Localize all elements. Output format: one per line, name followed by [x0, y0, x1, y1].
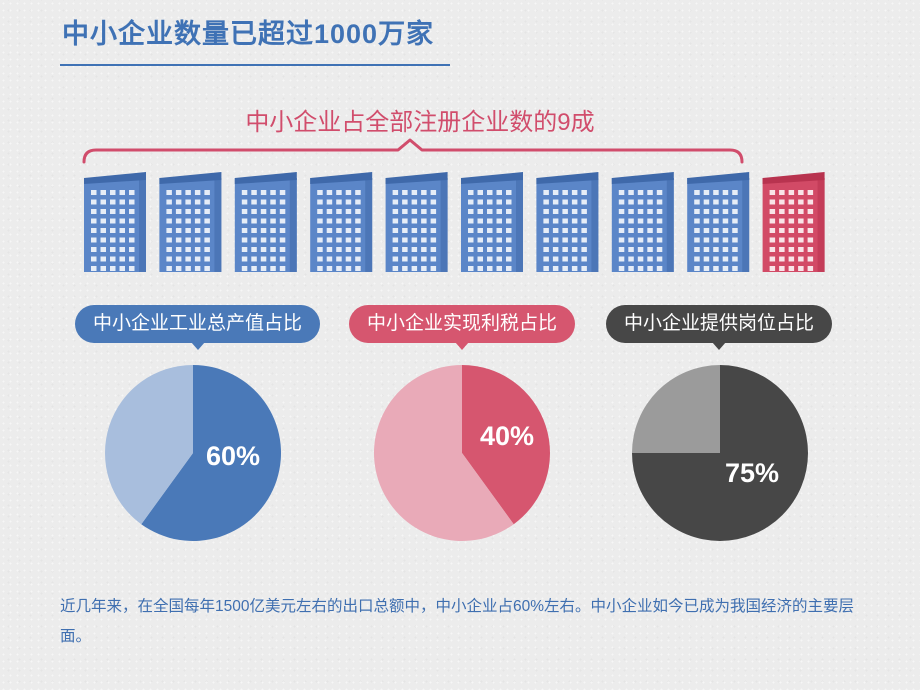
pill-tail [190, 342, 205, 350]
building [611, 172, 674, 272]
page-title: 中小企业数量已超过1000万家 [62, 19, 435, 49]
building-highlighted [762, 172, 825, 272]
pie-chart-3: 75% [632, 365, 808, 541]
pie-percent-label: 40% [480, 421, 534, 451]
pill-tail [712, 342, 726, 350]
pie-slice-main [462, 365, 550, 525]
pie-chart-1: 60% [105, 364, 281, 541]
building [234, 172, 297, 272]
pie-title-industrial-output: 中小企业工业总产值占比 [75, 305, 321, 350]
footer-note: 近几年来，在全国每年1500亿美元左右的出口总额中，中小企业占60%左右。中小企… [60, 598, 855, 645]
pie-title-profit-tax: 中小企业实现利税占比 [349, 305, 576, 350]
pill-tail [455, 342, 469, 350]
pie-slice-rest [632, 365, 720, 453]
bracket-label: 中小企业占全部注册企业数的9成 [245, 109, 595, 136]
pie-title-jobs: 中小企业提供岗位占比 [606, 305, 833, 350]
pie-percent-label: 60% [206, 441, 260, 471]
title-underline [60, 64, 450, 66]
building [461, 172, 523, 272]
building [385, 172, 448, 272]
pie-slice-main [141, 364, 281, 541]
building [310, 172, 373, 272]
building [159, 172, 222, 272]
pie-slice-rest [105, 364, 193, 525]
building [536, 172, 599, 272]
pie-title-text: 中小企业实现利税占比 [367, 313, 558, 334]
building [687, 172, 750, 272]
pie-slice-rest [374, 365, 514, 541]
pie-percent-label: 75% [725, 458, 779, 488]
building [84, 172, 146, 272]
pie-chart-2: 40% [374, 365, 550, 541]
pie-title-text: 中小企业工业总产值占比 [93, 313, 303, 334]
pie-title-text: 中小企业提供岗位占比 [624, 313, 815, 334]
